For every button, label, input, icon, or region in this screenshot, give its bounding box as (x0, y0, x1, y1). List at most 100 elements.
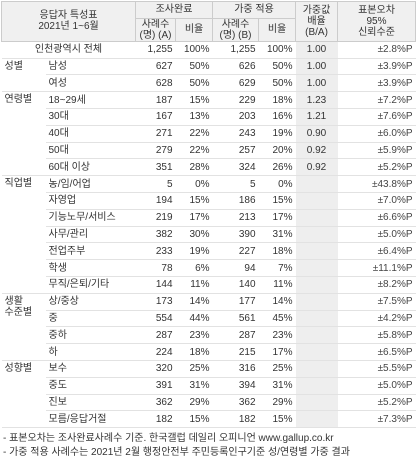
row-label: 40대 (45, 125, 136, 143)
text-line: 성향별 (4, 362, 33, 374)
cell-err: ±6.4%P (337, 242, 416, 261)
cell-num: 187 (135, 91, 176, 109)
row-label: 중도 (45, 377, 136, 395)
data-row: 중하 287 23% 287 23% ±5.8%P (2, 326, 416, 345)
cell-num: 0% (258, 175, 296, 193)
data-row: 60대 이상 351 28% 324 26% 0.92 ±5.2%P (2, 158, 416, 177)
cell-ratio (295, 292, 338, 311)
group-label: 직업별 (1, 175, 46, 294)
column-header: 사례수 (명) (A) (135, 17, 177, 42)
text-line: 사례수 (141, 18, 170, 30)
cell-err: ±5.2%P (337, 394, 416, 412)
cell-num: 25% (258, 359, 296, 378)
text-line: 가중값 (302, 4, 331, 16)
cell-num: 94 (212, 259, 259, 277)
data-row: 40대 271 22% 243 19% 0.90 ±6.0%P (2, 125, 416, 143)
cell-err: ±7.0%P (337, 192, 416, 210)
column-header: 비율 (258, 17, 297, 42)
row-label: 중하 (45, 326, 136, 345)
cell-ratio (295, 259, 338, 277)
cell-err: ±5.0%P (337, 226, 416, 244)
row-label: 사무/관리 (45, 226, 136, 244)
cell-num: 351 (135, 158, 176, 177)
cell-num: 13% (175, 108, 213, 126)
cell-ratio (295, 175, 338, 193)
cell-ratio (295, 310, 338, 328)
cell-num: 78 (135, 259, 176, 277)
cell-num: 362 (212, 394, 259, 412)
cell-num: 394 (212, 377, 259, 395)
cell-ratio (295, 410, 338, 429)
notes: - 표본오차는 조사완료사례수 기준. 한국갤럽 데일리 오피니언 www.ga… (3, 432, 413, 460)
cell-num: 224 (135, 343, 176, 361)
respondent-table: 응답자 특성표 2021년 1~6월 조사완료 가중 적용 가중값 배율 (B/A) 표본오차… (0, 1, 416, 429)
text-line: 수준별 (4, 306, 33, 318)
row-label: 30대 (45, 108, 136, 126)
data-row: 직업별 농/임/어업 5 0% 5 0% ±43.8%P (1, 175, 416, 294)
cell-num: 628 (135, 74, 176, 93)
data-row: 중도 391 31% 394 31% ±5.0%P (2, 377, 416, 395)
cell-num: 257 (212, 142, 259, 160)
column-header: 비율 (175, 17, 214, 42)
cell-num: 31% (175, 377, 213, 395)
cell-num: 215 (212, 343, 259, 361)
column-header: 사례수 (명) (B) (212, 17, 260, 42)
data-row: 하 224 18% 215 17% ±6.5%P (2, 343, 416, 361)
cell-num: 243 (212, 125, 259, 143)
cell-num: 182 (212, 410, 259, 429)
cell-num: 320 (135, 359, 176, 378)
group-header: 가중 적용 (212, 1, 297, 19)
table-body: 인천광역시 전체 1,255 100% 1,255 100% 1.00 ±2.8%P 성별 남성… (1, 40, 416, 429)
cell-num: 194 (135, 192, 176, 210)
cell-num: 50% (175, 57, 213, 76)
header-row: 사례수 (명) (A) 비율 사례수 (명) (B) 비율 (2, 17, 416, 42)
data-row: 30대 167 13% 203 16% 1.21 ±7.6%P (2, 108, 416, 126)
cell-err: ±5.9%P (337, 142, 416, 160)
cell-ratio (295, 242, 338, 261)
cell-num: 17% (258, 343, 296, 361)
cell-num: 100% (175, 40, 213, 59)
cell-num: 19% (258, 125, 296, 143)
cell-num: 229 (212, 91, 259, 109)
cell-err: ±6.6%P (337, 209, 416, 227)
cell-num: 324 (212, 158, 259, 177)
cell-num: 219 (135, 209, 176, 227)
data-row: 연령별 18~29세 187 15% 229 18% 1.23 ±7.2%P (1, 91, 416, 177)
cell-num: 287 (212, 326, 259, 345)
row-label: 60대 이상 (45, 158, 136, 177)
cell-num: 279 (135, 142, 176, 160)
cell-err: ±6.5%P (337, 343, 416, 361)
cell-ratio (295, 394, 338, 412)
note: - 표본오차는 조사완료사례수 기준. 한국갤럽 데일리 오피니언 www.ga… (3, 433, 334, 445)
cell-err: ±4.2%P (337, 310, 416, 328)
data-row: 모름/응답거절 182 15% 182 15% ±7.3%P (2, 410, 416, 429)
cell-err: ±3.9%P (337, 57, 416, 76)
cell-num: 233 (135, 242, 176, 261)
cell-num: 203 (212, 108, 259, 126)
text-line: (명) (B) (219, 29, 252, 41)
cell-err: ±7.5%P (337, 292, 416, 311)
text-line: 성별 (4, 60, 23, 72)
total-row: 인천광역시 전체 1,255 100% 1,255 100% 1.00 ±2.8%P (1, 40, 416, 59)
data-row: 50대 279 22% 257 20% 0.92 ±5.9%P (2, 142, 416, 160)
data-row: 학생 78 6% 94 7% ±11.1%P (2, 259, 416, 277)
cell-ratio: 1.21 (295, 108, 338, 126)
cell-err: ±5.8%P (337, 326, 416, 345)
cell-num: 14% (175, 292, 213, 311)
header-title: 응답자 특성표 2021년 1~6월 (0, 1, 137, 42)
data-row: 전업주부 233 19% 227 18% ±6.4%P (2, 242, 416, 261)
cell-num: 213 (212, 209, 259, 227)
cell-err: ±5.5%P (337, 359, 416, 378)
cell-num: 362 (135, 394, 176, 412)
cell-num: 26% (258, 158, 296, 177)
cell-num: 23% (175, 326, 213, 345)
cell-num: 1,255 (135, 40, 176, 59)
row-label: 농/임/어업 (45, 175, 136, 193)
cell-num: 16% (258, 108, 296, 126)
cell-ratio (295, 209, 338, 227)
cell-num: 6% (175, 259, 213, 277)
row-label: 상/중상 (45, 292, 136, 311)
cell-err: ±5.2%P (337, 158, 416, 177)
row-label: 전업주부 (45, 242, 136, 261)
row-label: 진보 (45, 394, 136, 412)
